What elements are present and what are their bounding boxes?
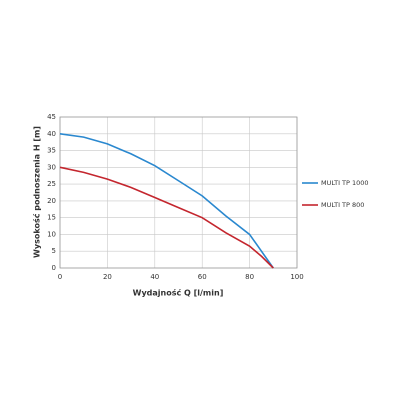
plot-frame	[59, 116, 298, 269]
x-tick-label: 40	[150, 273, 159, 281]
x-axis-label: Wydajność Q [l/min]	[133, 288, 224, 298]
y-tick-label: 40	[47, 130, 56, 138]
y-tick-label: 15	[47, 214, 56, 222]
y-tick-label: 25	[47, 180, 56, 188]
y-tick-label: 30	[47, 163, 56, 171]
y-tick-label: 5	[52, 247, 56, 255]
legend-label: MULTI TP 800	[321, 201, 364, 209]
y-tick-label: 10	[47, 230, 56, 238]
y-tick-label: 45	[47, 113, 56, 121]
y-tick-label: 0	[52, 264, 56, 272]
series-line	[59, 166, 274, 269]
y-tick-label: 20	[47, 197, 56, 205]
x-tick-label: 100	[290, 273, 303, 281]
x-tick-label: 80	[245, 273, 254, 281]
x-tick-label: 60	[198, 273, 207, 281]
x-tick-label: 20	[103, 273, 112, 281]
y-tick-label: 35	[47, 147, 56, 155]
series-line	[59, 132, 274, 269]
x-tick-label: 0	[58, 273, 62, 281]
y-axis-label: Wysokość podnoszenia H [m]	[32, 126, 42, 258]
legend-label: MULTI TP 1000	[321, 179, 369, 187]
